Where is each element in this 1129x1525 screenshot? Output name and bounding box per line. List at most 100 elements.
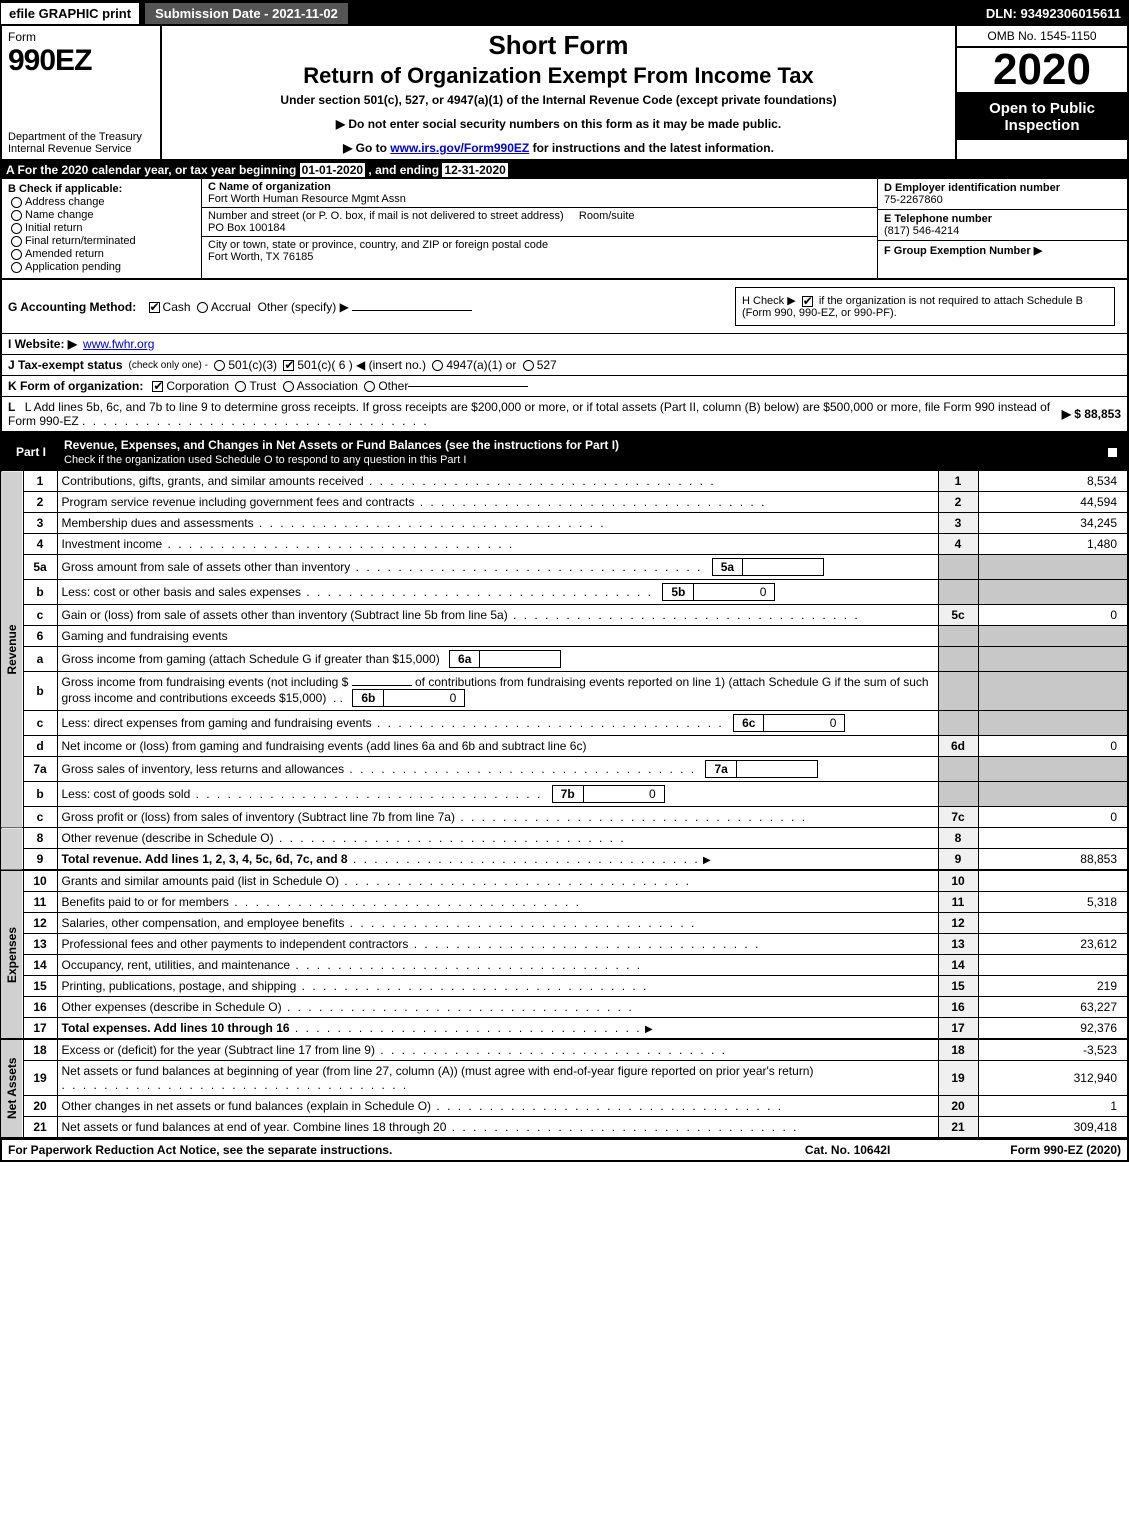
top-bar: efile GRAPHIC print Submission Date - 20… <box>0 0 1129 26</box>
part1-title: Revenue, Expenses, and Changes in Net As… <box>64 438 619 452</box>
period-end: 12-31-2020 <box>442 163 507 177</box>
k-o4: Other <box>378 379 408 393</box>
line-g: G Accounting Method: Cash Accrual Other … <box>8 300 472 314</box>
side-expenses: Expenses <box>1 870 23 1039</box>
side-revenue: Revenue <box>1 471 23 828</box>
row-6c: c Less: direct expenses from gaming and … <box>1 711 1128 736</box>
period-mid: , and ending <box>368 163 442 177</box>
b1: 1 <box>938 471 978 492</box>
d1: Contributions, gifts, grants, and simila… <box>62 474 364 488</box>
submission-date: Submission Date - 2021-11-02 <box>144 2 349 25</box>
box-c: C Name of organization Fort Worth Human … <box>202 179 877 278</box>
row-13: 13 Professional fees and other payments … <box>1 934 1128 955</box>
chk-cash[interactable] <box>149 302 160 313</box>
header-left: Form 990EZ Department of the Treasury In… <box>2 26 162 159</box>
k-lbl: K Form of organization: <box>8 379 143 393</box>
chk-final[interactable]: Final return/terminated <box>8 235 195 247</box>
org-addr: PO Box 100184 <box>208 222 871 234</box>
form-number: 990EZ <box>8 44 154 78</box>
chk-part1-o[interactable] <box>1107 447 1118 458</box>
box-e: E Telephone number (817) 546-4214 <box>878 210 1127 241</box>
row-3: 3 Membership dues and assessments 3 34,2… <box>1 513 1128 534</box>
j-o4: 527 <box>537 358 557 372</box>
org-name: Fort Worth Human Resource Mgmt Assn <box>208 193 871 205</box>
c-city-lbl: City or town, state or province, country… <box>208 239 871 251</box>
e-lbl: E Telephone number <box>884 213 1121 225</box>
title-return: Return of Organization Exempt From Incom… <box>172 63 945 89</box>
k-o3: Association <box>297 379 358 393</box>
goto-post: for instructions and the latest informat… <box>529 141 774 155</box>
box-b-label: B Check if applicable: <box>8 183 195 195</box>
ein: 75-2267860 <box>884 194 1121 206</box>
goto-pre: ▶ Go to <box>343 141 390 155</box>
row-8: 8 Other revenue (describe in Schedule O)… <box>1 828 1128 849</box>
h-pre: H Check ▶ <box>742 295 799 307</box>
line-j: J Tax-exempt status (check only one) - 5… <box>0 355 1129 376</box>
row-9: 9 Total revenue. Add lines 1, 2, 3, 4, 5… <box>1 849 1128 871</box>
efile-btn[interactable]: efile GRAPHIC print <box>0 2 140 25</box>
chk-initial[interactable]: Initial return <box>8 222 195 234</box>
row-14: 14 Occupancy, rent, utilities, and maint… <box>1 955 1128 976</box>
page-footer: For Paperwork Reduction Act Notice, see … <box>0 1139 1129 1162</box>
row-19: 19 Net assets or fund balances at beginn… <box>1 1061 1128 1096</box>
irs-link[interactable]: www.irs.gov/Form990EZ <box>390 141 529 155</box>
line-i: I Website: ▶ www.fwhr.org <box>0 334 1129 355</box>
chk-name[interactable]: Name change <box>8 209 195 221</box>
info-block: B Check if applicable: Address change Na… <box>0 179 1129 280</box>
f-lbl: F Group Exemption Number ▶ <box>884 244 1121 257</box>
title-short-form: Short Form <box>172 30 945 61</box>
part1-label: Part I <box>8 445 54 459</box>
row-6b: b Gross income from fundraising events (… <box>1 672 1128 711</box>
main-table: Revenue 1 Contributions, gifts, grants, … <box>0 471 1129 1139</box>
row-6: 6 Gaming and fundraising events <box>1 626 1128 647</box>
line-h: H Check ▶ if the organization is not req… <box>735 287 1115 326</box>
chk-other-k[interactable] <box>364 381 375 392</box>
row-18: Net Assets 18 Excess or (deficit) for th… <box>1 1039 1128 1061</box>
chk-501c[interactable] <box>283 360 294 371</box>
row-2: 2 Program service revenue including gove… <box>1 492 1128 513</box>
k-o1: Corporation <box>166 379 229 393</box>
box-def: D Employer identification number 75-2267… <box>877 179 1127 278</box>
chk-assoc[interactable] <box>283 381 294 392</box>
row-6d: d Net income or (loss) from gaming and f… <box>1 736 1128 757</box>
chk-527[interactable] <box>523 360 534 371</box>
j-o1: 501(c)(3) <box>228 358 277 372</box>
chk-corp[interactable] <box>152 381 163 392</box>
chk-amended[interactable]: Amended return <box>8 248 195 260</box>
row-7b: b Less: cost of goods sold 7b0 <box>1 782 1128 807</box>
chk-4947[interactable] <box>432 360 443 371</box>
c-name-lbl: C Name of organization <box>208 181 331 193</box>
l-amt: ▶ $ 88,853 <box>1062 407 1121 421</box>
row-5a: 5a Gross amount from sale of assets othe… <box>1 555 1128 580</box>
row-17: 17 Total expenses. Add lines 10 through … <box>1 1018 1128 1040</box>
box-b: B Check if applicable: Address change Na… <box>2 179 202 278</box>
chk-501c3[interactable] <box>214 360 225 371</box>
g-lbl: G Accounting Method: <box>8 300 136 314</box>
row-7a: 7a Gross sales of inventory, less return… <box>1 757 1128 782</box>
box-f: F Group Exemption Number ▶ <box>878 241 1127 278</box>
footer-right: Form 990-EZ (2020) <box>1010 1143 1121 1157</box>
row-21: 21 Net assets or fund balances at end of… <box>1 1117 1128 1139</box>
j-o3: 4947(a)(1) or <box>446 358 516 372</box>
goto-line: ▶ Go to www.irs.gov/Form990EZ for instru… <box>172 141 945 155</box>
header-mid: Short Form Return of Organization Exempt… <box>162 26 957 159</box>
form-header: Form 990EZ Department of the Treasury In… <box>0 26 1129 161</box>
j-o2: 501(c)( 6 ) ◀ (insert no.) <box>297 358 426 372</box>
part1-check: Check if the organization used Schedule … <box>64 454 466 466</box>
row-15: 15 Printing, publications, postage, and … <box>1 976 1128 997</box>
open-inspection: Open to Public Inspection <box>957 94 1127 140</box>
row-20: 20 Other changes in net assets or fund b… <box>1 1096 1128 1117</box>
j-sub: (check only one) - <box>129 360 208 371</box>
chk-pending[interactable]: Application pending <box>8 261 195 273</box>
box-d: D Employer identification number 75-2267… <box>878 179 1127 210</box>
chk-h[interactable] <box>802 296 813 307</box>
website-link[interactable]: www.fwhr.org <box>83 337 154 351</box>
chk-accrual[interactable] <box>197 302 208 313</box>
side-netassets: Net Assets <box>1 1039 23 1138</box>
header-right: OMB No. 1545-1150 2020 Open to Public In… <box>957 26 1127 159</box>
footer-left: For Paperwork Reduction Act Notice, see … <box>8 1143 805 1157</box>
g-other: Other (specify) ▶ <box>258 300 349 314</box>
row-1: Revenue 1 Contributions, gifts, grants, … <box>1 471 1128 492</box>
chk-address[interactable]: Address change <box>8 196 195 208</box>
chk-trust[interactable] <box>235 381 246 392</box>
